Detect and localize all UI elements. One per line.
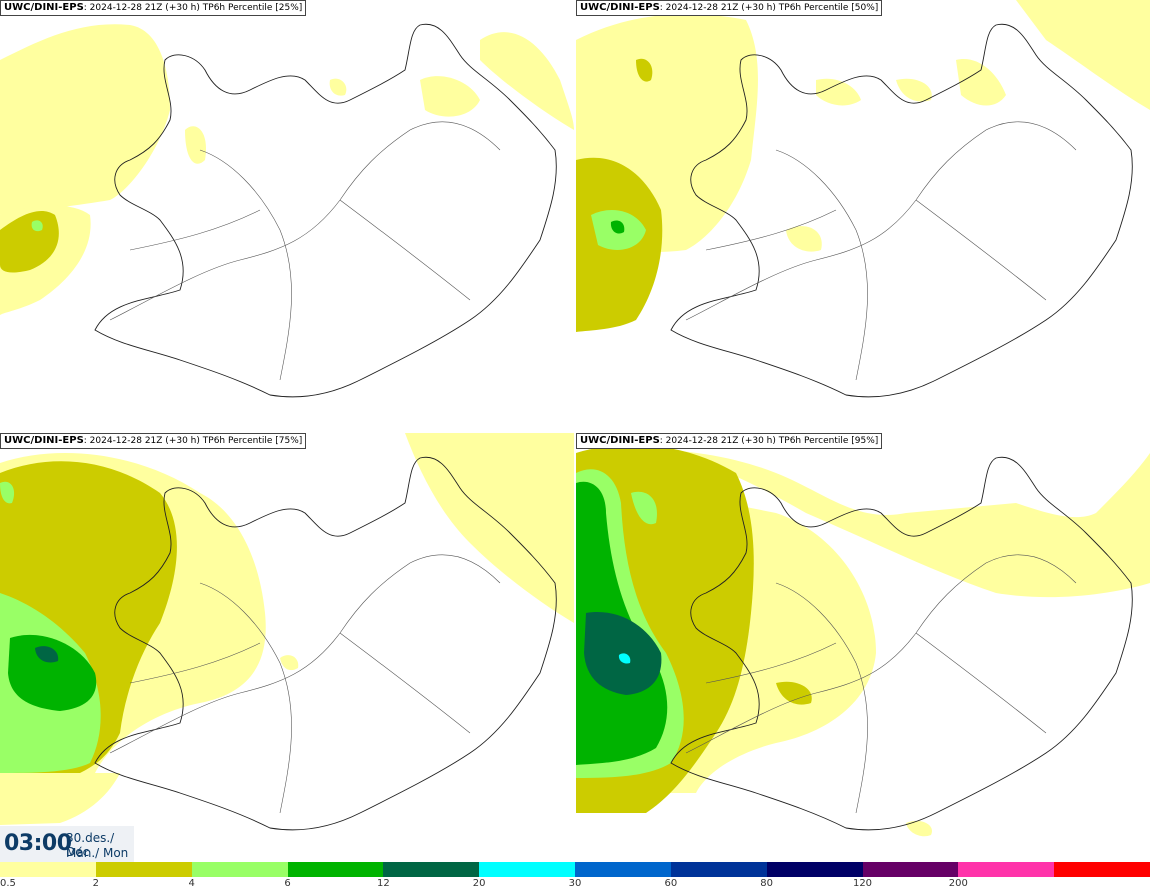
legend-swatch bbox=[958, 862, 1056, 877]
legend-swatch bbox=[862, 862, 960, 877]
legend-swatch bbox=[1054, 862, 1150, 877]
precip-map-p75 bbox=[0, 433, 574, 831]
legend-tick-label: 0.5 bbox=[0, 878, 16, 889]
run-info: : 2024-12-28 21Z (+30 h) bbox=[659, 436, 776, 446]
field-label: TP6h Percentile [95%] bbox=[778, 436, 879, 446]
map-panel-p25: UWC/DINI-EPS: 2024-12-28 21Z (+30 h) TP6… bbox=[0, 0, 574, 431]
run-info: : 2024-12-28 21Z (+30 h) bbox=[659, 3, 776, 13]
roads bbox=[109, 121, 501, 381]
precip-fill bbox=[0, 24, 574, 315]
color-legend: 0.5 2 4 6 12 20 30 60 80 120 200 bbox=[0, 862, 1150, 891]
model-name: UWC/DINI-EPS bbox=[580, 2, 660, 13]
valid-time-weekday: Mán./ Mon bbox=[66, 846, 129, 860]
precip-fill-6 bbox=[8, 634, 97, 711]
roads bbox=[685, 121, 1077, 381]
legend-tick-label: 30 bbox=[568, 878, 582, 889]
precip-map-p95 bbox=[576, 444, 1150, 837]
panel-title: UWC/DINI-EPS: 2024-12-28 21Z (+30 h) TP6… bbox=[576, 0, 883, 16]
legend-swatch bbox=[670, 862, 768, 877]
coastline bbox=[670, 23, 1133, 398]
legend-swatch bbox=[575, 862, 672, 877]
panel-separator-horizontal bbox=[0, 431, 1150, 433]
coastline bbox=[94, 23, 557, 398]
precip-fill-6 bbox=[610, 220, 625, 234]
run-info: : 2024-12-28 21Z (+30 h) bbox=[83, 3, 200, 13]
legend-swatch bbox=[479, 862, 576, 877]
legend-tick-label: 6 bbox=[284, 878, 291, 889]
legend-tick-label: 200 bbox=[948, 878, 968, 889]
map-panel-p95: UWC/DINI-EPS: 2024-12-28 21Z (+30 h) TP6… bbox=[576, 433, 1150, 864]
map-panel-p75: UWC/DINI-EPS: 2024-12-28 21Z (+30 h) TP6… bbox=[0, 433, 574, 864]
precip-fill bbox=[576, 0, 1150, 253]
legend-swatch bbox=[287, 862, 385, 877]
model-name: UWC/DINI-EPS bbox=[580, 435, 660, 446]
valid-time-clock: 03:00 bbox=[4, 831, 72, 856]
valid-time-box: 03:00 30.des./ Dec Mán./ Mon bbox=[0, 826, 134, 862]
coastline bbox=[670, 456, 1133, 831]
legend-tick-label: 60 bbox=[664, 878, 678, 889]
field-label: TP6h Percentile [25%] bbox=[202, 3, 303, 13]
legend-tick-label: 120 bbox=[852, 878, 873, 889]
legend-tick-label: 12 bbox=[376, 878, 390, 889]
precip-map-p50 bbox=[576, 0, 1150, 398]
panel-title: UWC/DINI-EPS: 2024-12-28 21Z (+30 h) TP6… bbox=[0, 0, 307, 16]
precip-fill-4 bbox=[31, 220, 43, 232]
valid-time-date: 30.des./ Dec bbox=[66, 831, 115, 859]
legend-tick-label: 20 bbox=[472, 878, 486, 889]
legend-swatch bbox=[0, 862, 97, 877]
model-name: UWC/DINI-EPS bbox=[4, 2, 84, 13]
legend-tick-label: 4 bbox=[188, 878, 195, 889]
run-info: : 2024-12-28 21Z (+30 h) bbox=[83, 436, 200, 446]
legend-swatch bbox=[383, 862, 481, 877]
panel-separator-vertical bbox=[574, 0, 576, 860]
map-panel-p50: UWC/DINI-EPS: 2024-12-28 21Z (+30 h) TP6… bbox=[576, 0, 1150, 431]
model-name: UWC/DINI-EPS bbox=[4, 435, 84, 446]
precip-fill-2 bbox=[0, 210, 59, 273]
legend-swatch bbox=[95, 862, 193, 877]
panel-title: UWC/DINI-EPS: 2024-12-28 21Z (+30 h) TP6… bbox=[0, 433, 307, 449]
coastline bbox=[94, 456, 557, 831]
roads bbox=[685, 554, 1077, 814]
precip-fill-12 bbox=[35, 646, 59, 663]
legend-tick-label: 80 bbox=[760, 878, 774, 889]
legend-swatch bbox=[191, 862, 289, 877]
panel-title: UWC/DINI-EPS: 2024-12-28 21Z (+30 h) TP6… bbox=[576, 433, 883, 449]
legend-tick-label: 2 bbox=[92, 878, 100, 889]
legend-swatch bbox=[766, 862, 864, 877]
precip-map-p25 bbox=[0, 23, 574, 398]
field-label: TP6h Percentile [75%] bbox=[202, 436, 303, 446]
roads bbox=[109, 554, 501, 814]
precip-fill-20 bbox=[618, 653, 631, 664]
field-label: TP6h Percentile [50%] bbox=[778, 3, 879, 13]
